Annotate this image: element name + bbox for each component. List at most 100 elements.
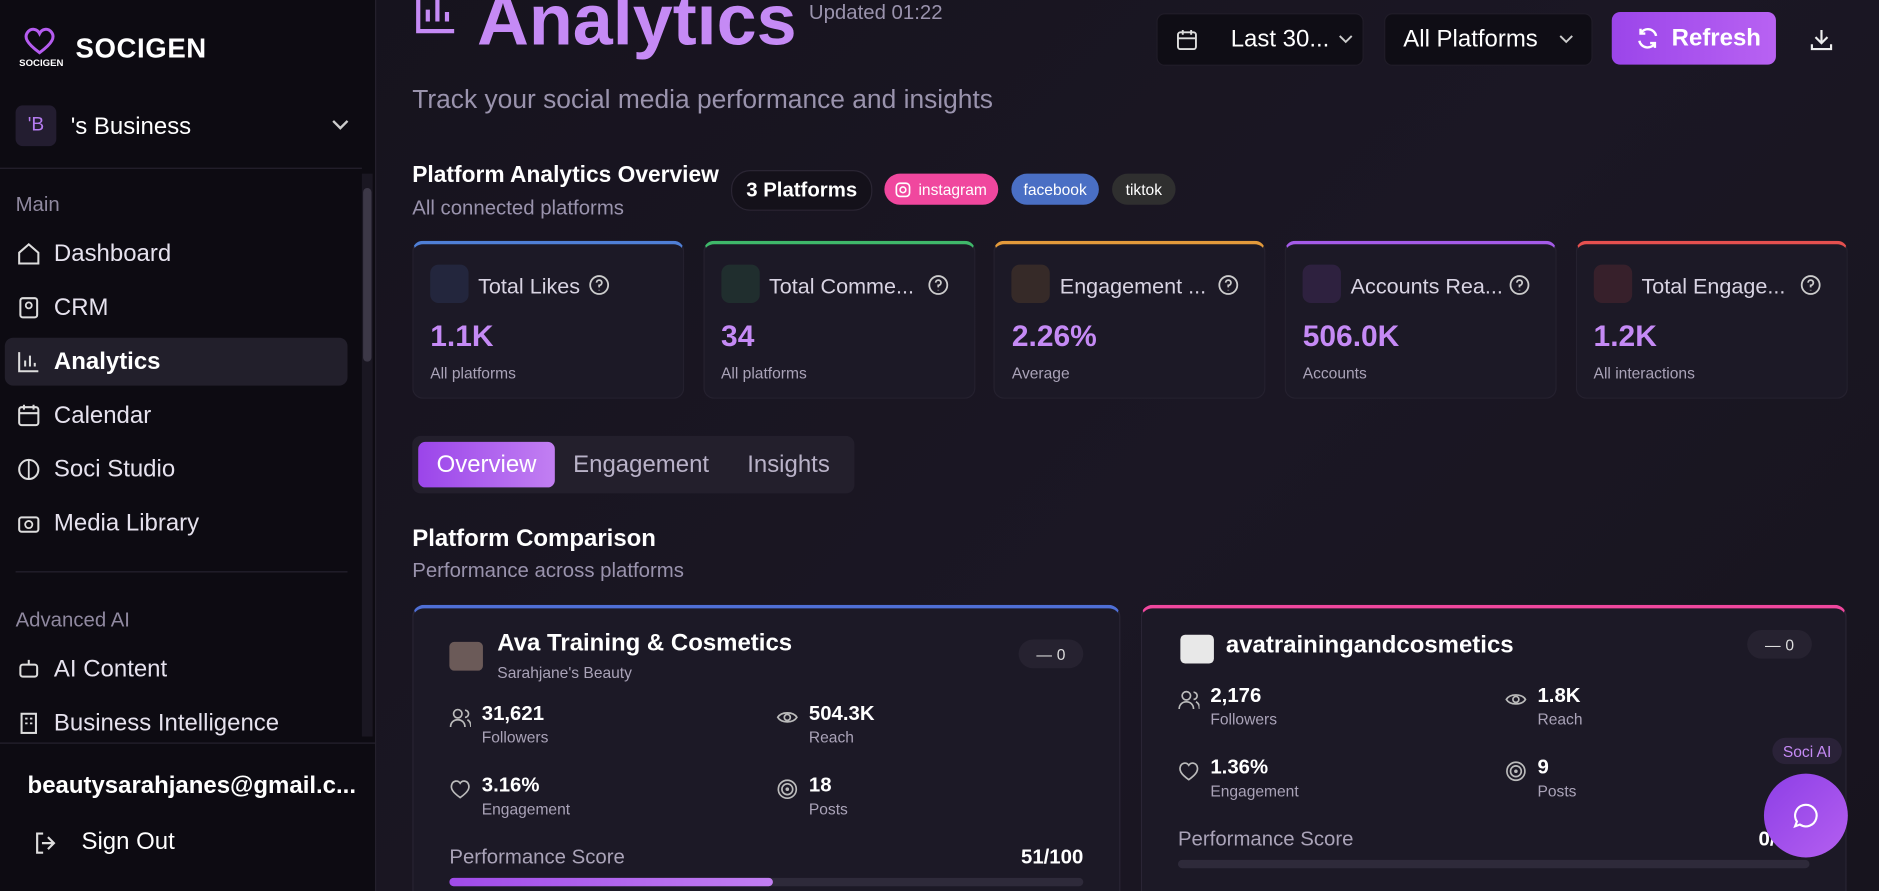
chevron (1339, 35, 1353, 44)
avatar (449, 641, 483, 671)
help-icon[interactable] (1800, 274, 1822, 296)
stat-value: 9 (1537, 755, 1549, 779)
page-subtitle: Track your social media performance and … (412, 83, 993, 114)
chevron (1559, 35, 1574, 44)
metric-value: 1.2K (1593, 319, 1657, 354)
score-track (449, 877, 1084, 887)
tab[interactable]: Engagement (573, 451, 710, 478)
nav-label: Business Intelligence (53, 709, 280, 736)
chevron (332, 120, 349, 130)
metric-value: 506.0K (1302, 319, 1400, 354)
metric-label: Total Likes (478, 274, 581, 299)
metric-label: Accounts Rea... (1350, 274, 1503, 299)
platform-pill[interactable]: tiktok (1112, 173, 1176, 205)
metric-card: Accounts Rea... 506.0K Accounts (1284, 240, 1557, 399)
account-name: avatrainingandcosmetics (1225, 632, 1514, 659)
tab[interactable]: Overview (418, 441, 555, 488)
instagram-icon (896, 181, 911, 197)
scrollbar[interactable] (361, 173, 373, 737)
sidebar: SOCIGEN SOCIGEN 'B 's Business Main Dashb… (0, 0, 377, 891)
analytics-icon (416, 0, 455, 34)
nav-item[interactable]: Analytics (4, 337, 348, 386)
nav-icon (18, 516, 40, 533)
metric-icon (430, 264, 469, 303)
nav-item[interactable]: Business Intelligence (5, 699, 348, 747)
nav-item[interactable]: AI Content (5, 646, 348, 694)
stat-label: Posts (1537, 782, 1577, 800)
change-badge: —0 (1018, 639, 1084, 669)
metric-value: 34 (721, 319, 755, 354)
nav-icon (18, 242, 40, 265)
overview-subtitle: All connected platforms (412, 196, 624, 220)
help-icon[interactable] (588, 274, 610, 296)
date-range-select[interactable]: Last 30... (1156, 13, 1364, 66)
platform-pill[interactable]: facebook (1011, 173, 1099, 205)
nav-section-title: Main (15, 192, 60, 216)
stat-icon (450, 780, 470, 799)
stat-value: 1.8K (1537, 683, 1581, 707)
logo-caption: SOCIGEN (19, 57, 64, 69)
change-value: 0 (1056, 644, 1066, 663)
brand: SOCIGEN (75, 32, 207, 64)
nav-item[interactable]: CRM (5, 284, 348, 332)
metric-note: Average (1011, 364, 1070, 383)
stat-icon (1506, 761, 1526, 782)
refresh-button[interactable]: Refresh (1611, 11, 1776, 65)
calendar-icon (1177, 29, 1197, 51)
stat-value: 31,621 (481, 701, 545, 725)
metric-icon (1011, 264, 1051, 303)
metric-note: All platforms (721, 364, 807, 383)
nav-icon (18, 458, 40, 481)
comparison-subtitle: Performance across platforms (412, 559, 684, 583)
stat-value: 1.36% (1210, 755, 1269, 779)
metric-value: 1.1K (430, 319, 494, 354)
logo (24, 27, 55, 55)
metric-label: Total Engage... (1641, 274, 1786, 299)
score-track (1177, 859, 1810, 869)
nav-label: Soci Studio (53, 455, 176, 483)
workspace-switcher[interactable]: 'B 's Business (15, 105, 349, 148)
divider (15, 571, 348, 573)
workspace-initials: 'B (15, 105, 57, 147)
nav-label: Dashboard (53, 240, 172, 267)
stat-icon (1178, 690, 1200, 710)
assistant-label: Soci AI (1772, 737, 1842, 765)
stat-label: Engagement (481, 799, 571, 818)
help-icon[interactable] (1218, 274, 1240, 296)
metric-icon (1593, 264, 1632, 303)
stat-value: 504.3K (808, 701, 875, 725)
refresh-icon (1638, 27, 1658, 49)
score-value: 51/100 (1020, 845, 1084, 869)
nav-item[interactable]: Calendar (5, 392, 348, 440)
stat-icon (1505, 694, 1527, 705)
date-range: Last 30... (1230, 25, 1330, 53)
nav-item[interactable]: Media Library (5, 499, 348, 547)
stat-label: Engagement (1210, 782, 1299, 800)
platform-pill[interactable]: instagram (884, 173, 999, 205)
refresh-label: Refresh (1671, 24, 1761, 51)
nav-item[interactable]: Soci Studio (5, 446, 348, 494)
nav-icon (18, 352, 39, 373)
help-icon[interactable] (927, 274, 949, 296)
chat-button[interactable] (1763, 773, 1848, 858)
stat-value: 3.16% (481, 773, 540, 797)
help-icon[interactable] (1509, 274, 1531, 296)
tab[interactable]: Insights (747, 451, 830, 478)
metric-card: Total Comme... 34 All platforms (703, 240, 976, 399)
nav-item[interactable]: Dashboard (5, 230, 348, 278)
nav-label: Analytics (53, 347, 161, 375)
sign-out[interactable]: Sign Out (81, 828, 175, 856)
platform-select[interactable]: All Platforms (1384, 13, 1593, 66)
tabs: Overview Engagement Insights (412, 435, 855, 494)
download-button[interactable] (1809, 28, 1833, 52)
avatar (1180, 634, 1214, 664)
divider (0, 742, 376, 744)
platform-filter: All Platforms (1403, 25, 1538, 53)
metric-label: Engagement ... (1059, 274, 1207, 299)
stat-icon (776, 712, 798, 723)
nav-label: Media Library (53, 509, 200, 536)
stat-label: Followers (481, 728, 549, 747)
score-label: Performance Score (1177, 827, 1354, 851)
metric-label: Total Comme... (768, 274, 915, 299)
